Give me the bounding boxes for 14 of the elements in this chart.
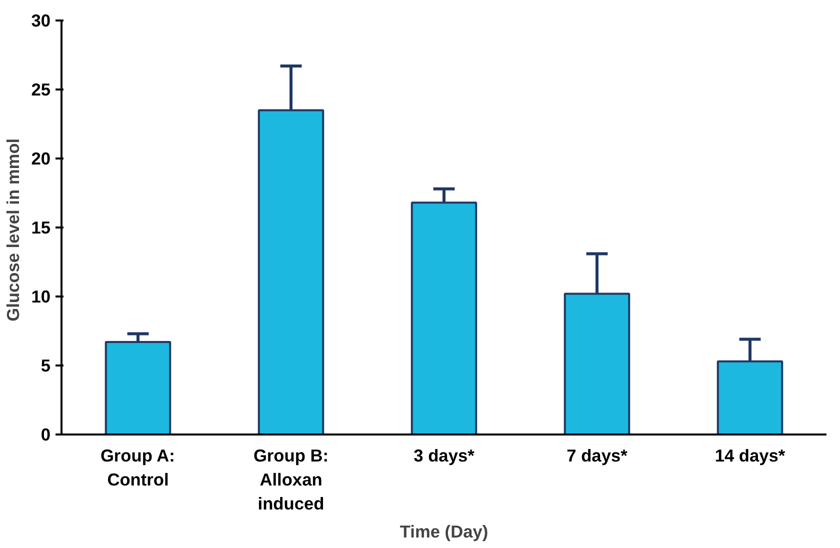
x-tick-label: 3 days* <box>414 446 475 466</box>
y-tick-label: 5 <box>40 356 51 376</box>
x-tick-label: 7 days* <box>566 446 628 466</box>
x-tick-label: 14 days* <box>714 446 786 466</box>
y-axis-title: Glucose level in mmol <box>3 138 24 322</box>
y-tick-label: 30 <box>31 10 51 30</box>
y-tick-label: 10 <box>31 286 51 306</box>
y-tick-label: 20 <box>31 148 51 168</box>
y-tick-label: 25 <box>31 80 51 100</box>
x-tick-label: Group A: Control <box>100 446 175 490</box>
y-tick-label: 0 <box>40 424 51 444</box>
y-tick-label: 15 <box>31 218 51 238</box>
x-axis-title: Time (Day) <box>400 522 488 542</box>
x-tick-label: Group B: Alloxan induced <box>253 446 329 514</box>
